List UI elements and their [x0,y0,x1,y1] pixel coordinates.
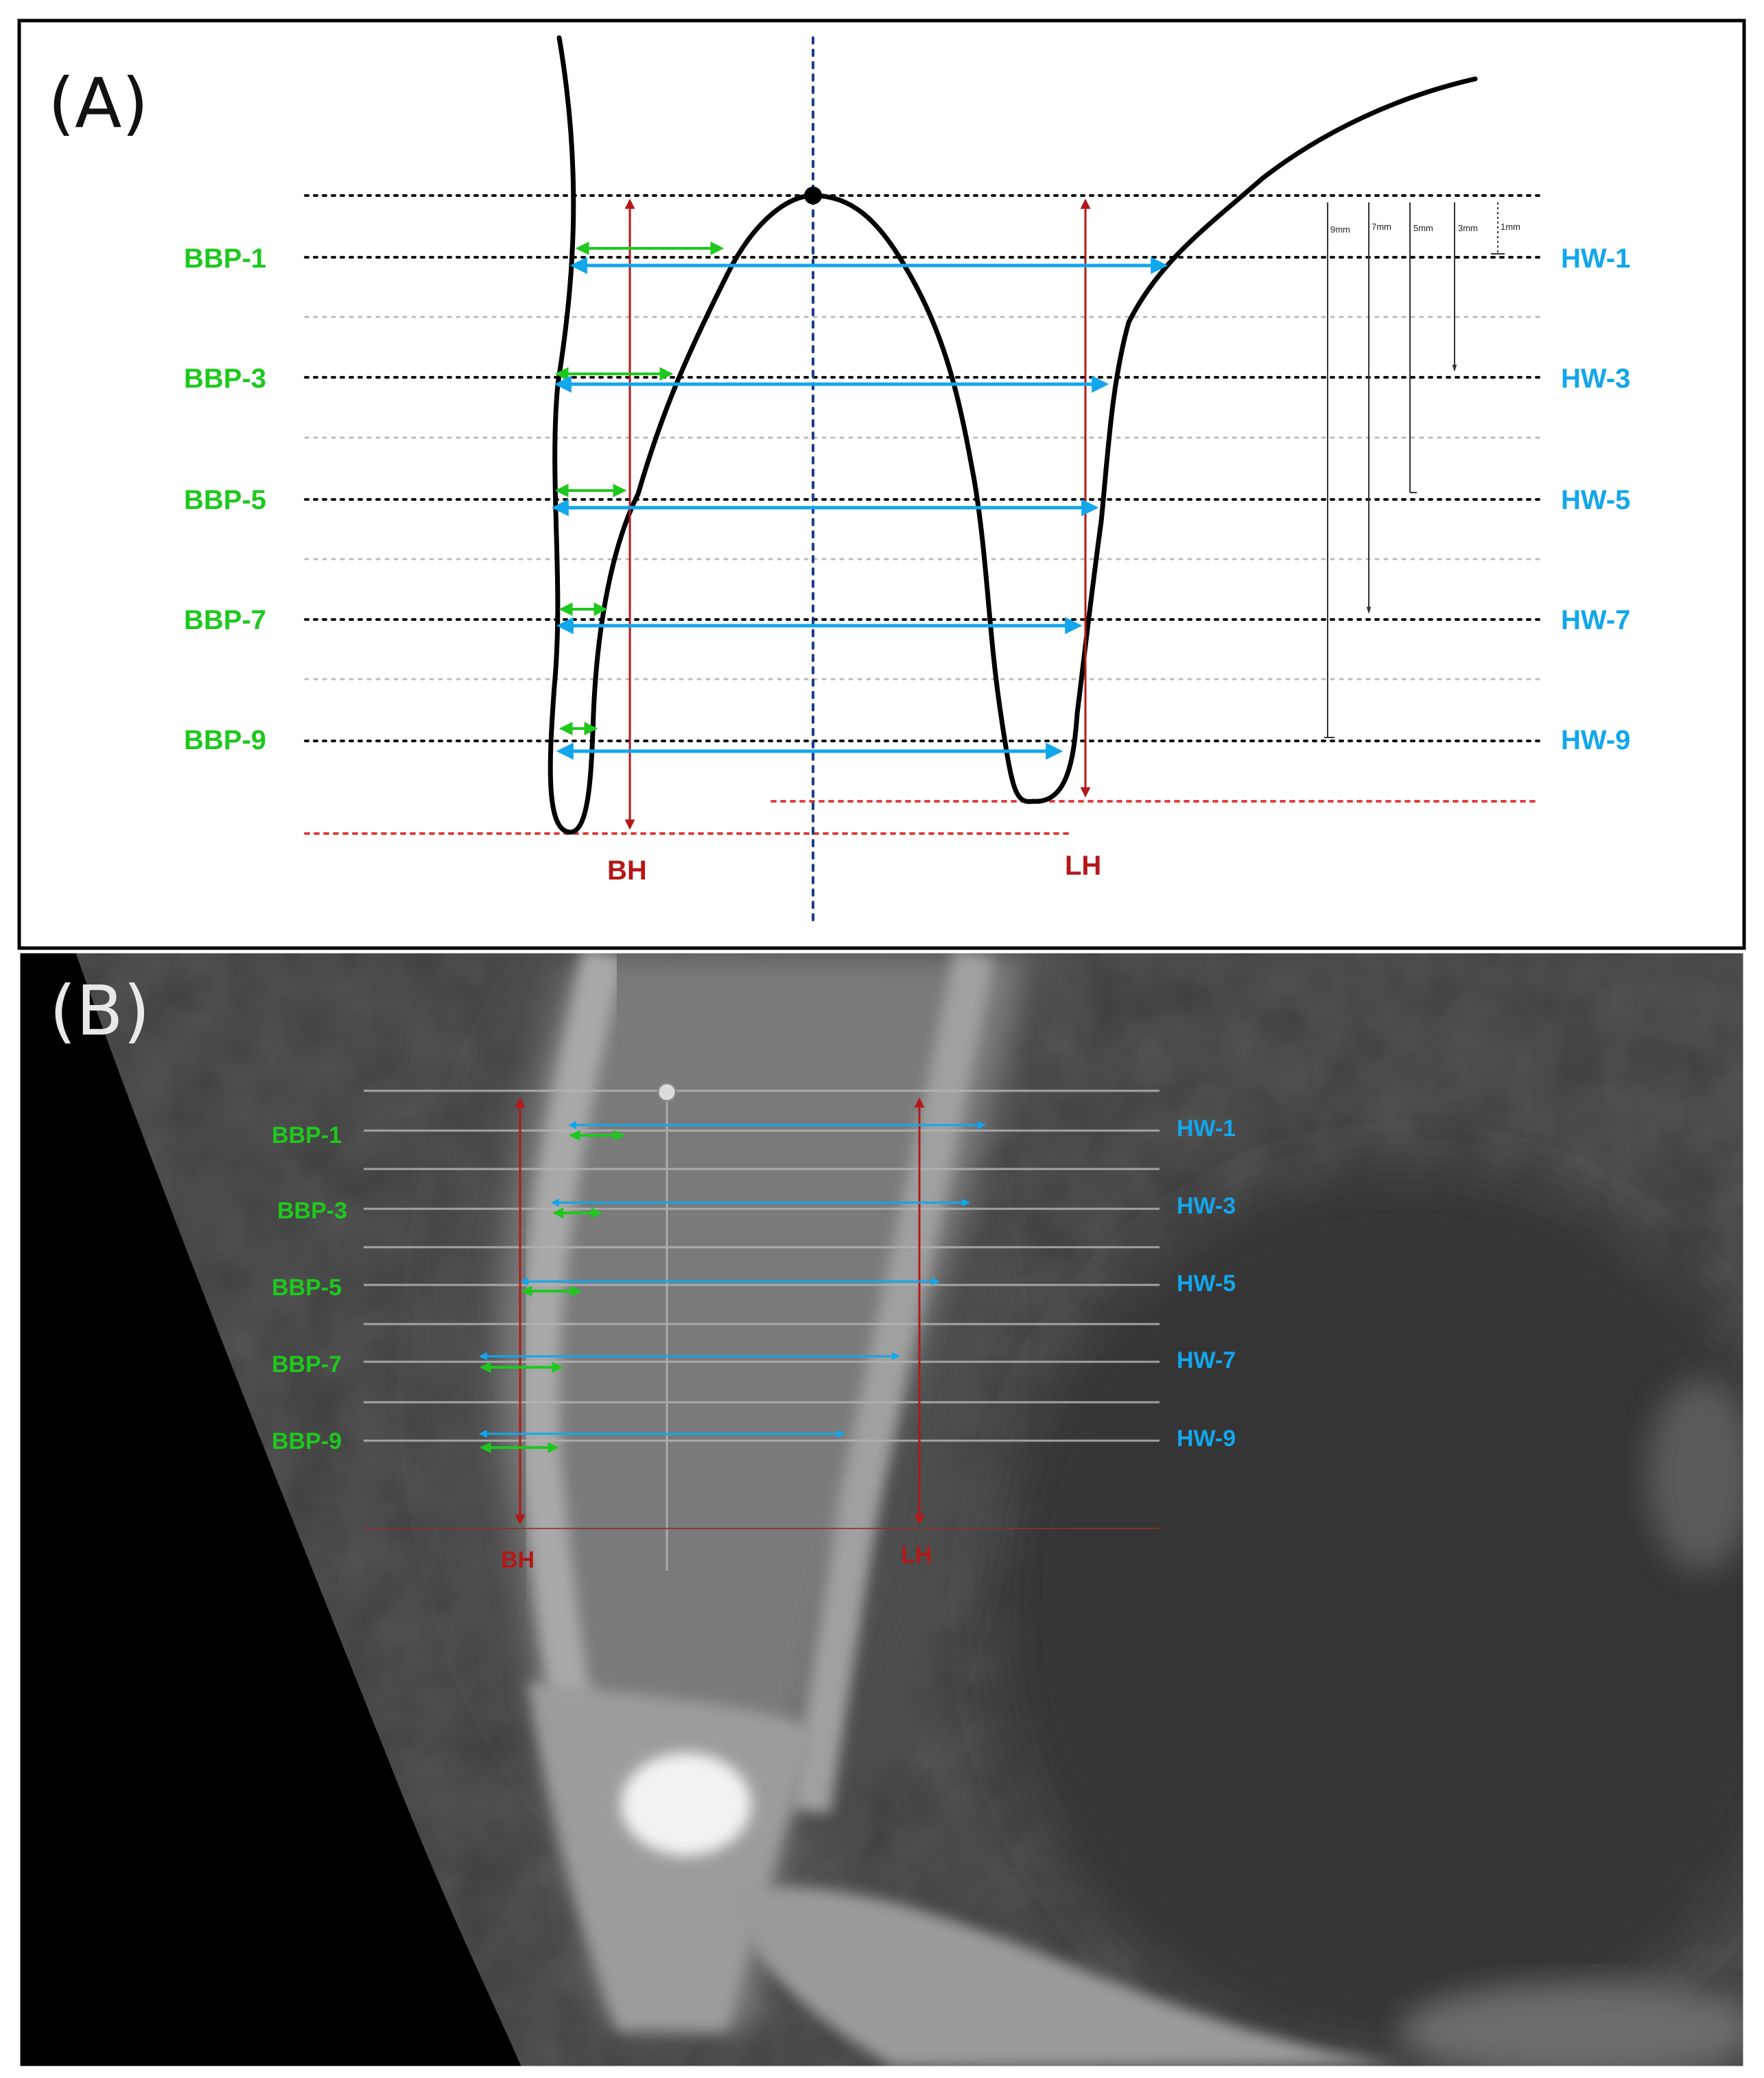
hw-label-b-1: HW-1 [1177,1115,1236,1142]
bbp-label-5: BBP-5 [184,485,266,515]
bbp-arrows-b [480,1130,625,1453]
scale-label-9mm: 9mm [1330,224,1350,235]
panel-b-letter: (B) [49,971,150,1051]
hw-arrows-b [479,1121,986,1438]
scale-label-3mm: 3mm [1458,223,1478,233]
labels-b: BBP-1 BBP-3 BBP-5 BBP-7 BBP-9 HW-1 HW-3 … [272,1115,1236,1573]
crest-point-b [657,1082,677,1102]
panel-a-letter: (A) [48,63,148,143]
panel-b-frame [18,951,1745,2068]
hw-label-9: HW-9 [1561,725,1630,755]
hw-label-b-9: HW-9 [1177,1426,1236,1452]
labels-a: BBP-1 BBP-3 BBP-5 BBP-7 BBP-9 HW-1 HW-3 … [184,244,1630,886]
panel-a-frame [17,19,1746,950]
panel-a: (A) [17,19,1746,950]
hw-label-b-3: HW-3 [1177,1193,1236,1219]
bh-label-b: BH [501,1547,534,1573]
bbp-label-b-5: BBP-5 [272,1275,342,1301]
bh-label: BH [607,855,647,886]
depth-scale [1324,202,1505,738]
bbp-label-b-9: BBP-9 [272,1428,342,1454]
bbp-arrows-a [554,241,725,735]
panel-b: (B) [18,951,1745,2068]
crest-point [804,187,822,204]
bbp-label-7: BBP-7 [184,605,266,635]
hw-arrows-a [551,257,1168,760]
scale-label-5mm: 5mm [1413,223,1433,233]
bbp-label-b-1: BBP-1 [272,1122,342,1148]
ct-image [19,952,1744,2067]
reference-lines-b [364,1089,1160,1571]
hw-label-3: HW-3 [1561,364,1630,394]
bbp-label-b-7: BBP-7 [272,1351,342,1378]
bbp-label-9: BBP-9 [184,725,266,755]
hw-label-7: HW-7 [1561,605,1630,635]
bbp-label-3: BBP-3 [184,364,266,394]
lh-label: LH [1065,851,1101,881]
hw-label-b-5: HW-5 [1177,1271,1236,1297]
hw-label-1: HW-1 [1561,244,1630,274]
lh-label-b: LH [901,1542,932,1568]
hw-label-5: HW-5 [1561,485,1630,515]
scale-label-1mm: 1mm [1501,222,1520,232]
bbp-label-1: BBP-1 [184,244,266,274]
bbp-label-b-3: BBP-3 [277,1198,347,1224]
scale-label-7mm: 7mm [1372,222,1391,232]
hw-label-b-7: HW-7 [1177,1347,1236,1373]
